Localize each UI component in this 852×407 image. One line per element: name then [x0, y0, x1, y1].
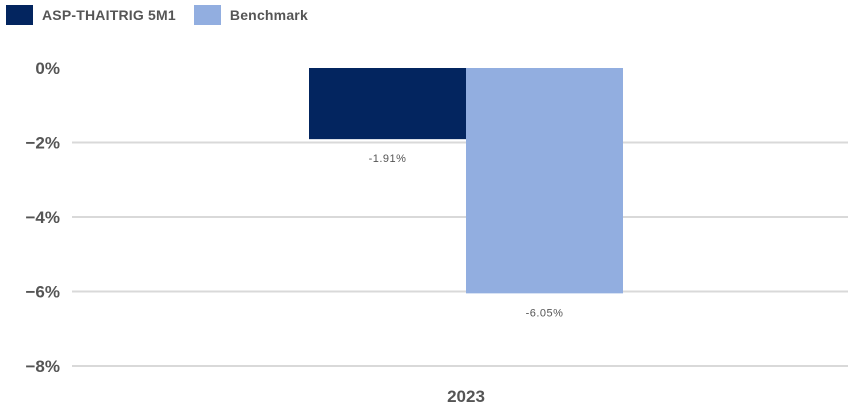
gridlines: [72, 141, 848, 367]
legend-label-series-2: Benchmark: [229, 7, 308, 23]
legend-label-series-1: ASP-THAITRIG 5M1: [42, 7, 176, 23]
y-tick-label: −6%: [26, 283, 61, 302]
y-tick-label: −2%: [26, 134, 61, 153]
legend-item-series-2[interactable]: Benchmark: [193, 5, 308, 25]
y-tick-label: 0%: [35, 59, 60, 78]
legend-swatch-series-1: [6, 5, 33, 25]
y-axis: 0% −2% −4% −6% −8%: [26, 59, 61, 376]
bars: [309, 68, 623, 294]
y-tick-label: −8%: [26, 357, 61, 376]
x-axis: 2023: [447, 387, 485, 406]
chart-legend: ASP-THAITRIG 5M1 Benchmark: [6, 5, 326, 25]
data-label-series-1: -1.91%: [369, 153, 407, 165]
legend-swatch-series-2: [193, 5, 221, 25]
data-label-series-2: -6.05%: [526, 307, 564, 319]
bar-series-2[interactable]: [466, 68, 623, 294]
y-tick-label: −4%: [26, 208, 61, 227]
data-labels: -1.91% -6.05%: [369, 153, 564, 319]
x-tick-label: 2023: [447, 387, 485, 406]
legend-item-series-1[interactable]: ASP-THAITRIG 5M1: [6, 5, 176, 25]
bar-series-1[interactable]: [309, 68, 466, 140]
